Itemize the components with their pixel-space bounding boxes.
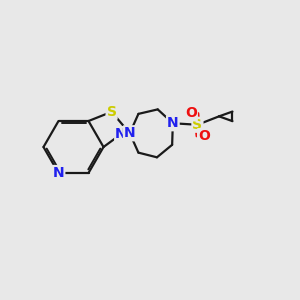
Text: O: O [198, 129, 210, 143]
Text: O: O [185, 106, 197, 120]
Text: N: N [53, 166, 64, 180]
Text: N: N [115, 127, 127, 141]
Text: N: N [124, 126, 136, 140]
Text: S: S [106, 105, 117, 119]
Text: S: S [192, 118, 203, 132]
Text: N: N [167, 116, 178, 130]
